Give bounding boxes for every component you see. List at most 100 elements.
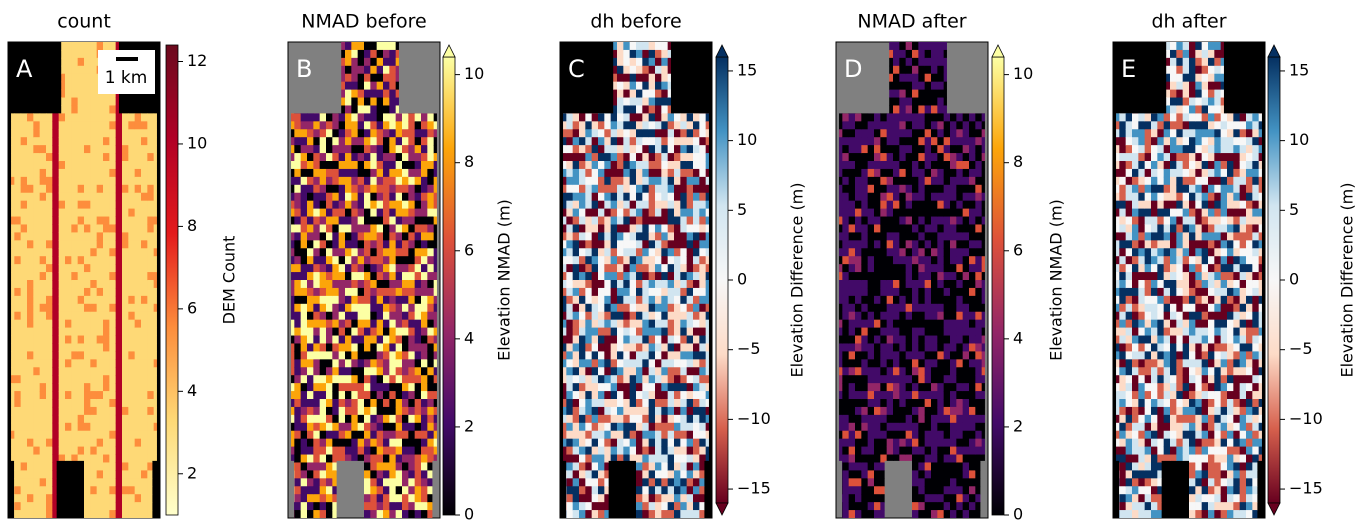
- map-pixel: [59, 129, 66, 137]
- map-pixel: [326, 391, 333, 399]
- map-pixel: [14, 351, 21, 359]
- map-pixel: [358, 328, 365, 336]
- map-pixel: [874, 312, 881, 320]
- map-pixel: [687, 462, 694, 470]
- map-pixel: [636, 42, 643, 50]
- map-pixel: [345, 42, 352, 50]
- map-pixel: [109, 296, 116, 304]
- map-pixel: [680, 137, 687, 145]
- map-pixel: [427, 248, 434, 256]
- map-pixel: [345, 423, 352, 431]
- map-pixel: [402, 351, 409, 359]
- map-pixel: [109, 113, 116, 121]
- map-pixel: [849, 486, 856, 494]
- map-pixel: [687, 431, 694, 439]
- map-pixel: [313, 209, 320, 217]
- map-pixel: [339, 232, 346, 240]
- map-pixel: [396, 502, 403, 510]
- map-pixel: [301, 407, 308, 415]
- map-pixel: [84, 359, 91, 367]
- map-pixel: [427, 399, 434, 407]
- map-pixel: [313, 328, 320, 336]
- map-pixel: [78, 137, 85, 145]
- map-pixel: [14, 177, 21, 185]
- map-pixel: [408, 486, 415, 494]
- map-pixel: [116, 177, 123, 185]
- map-pixel: [128, 470, 135, 478]
- map-pixel: [59, 209, 66, 217]
- map-pixel: [109, 510, 116, 518]
- map-pixel: [97, 407, 104, 415]
- map-pixel: [585, 177, 592, 185]
- map-pixel: [109, 169, 116, 177]
- map-pixel: [849, 423, 856, 431]
- map-pixel: [147, 399, 154, 407]
- map-pixel: [14, 336, 21, 344]
- map-pixel: [655, 502, 662, 510]
- map-pixel: [301, 415, 308, 423]
- map-pixel: [623, 185, 630, 193]
- map-pixel: [566, 328, 573, 336]
- map-pixel: [421, 470, 428, 478]
- map-pixel: [122, 399, 129, 407]
- map-pixel: [674, 383, 681, 391]
- map-pixel: [320, 137, 327, 145]
- map-pixel: [880, 320, 887, 328]
- map-pixel: [887, 161, 894, 169]
- colorbar-tick-label: 10: [737, 130, 757, 149]
- map-pixel: [345, 383, 352, 391]
- map-pixel: [408, 264, 415, 272]
- map-pixel: [579, 502, 586, 510]
- map-pixel: [579, 193, 586, 201]
- map-pixel: [402, 296, 409, 304]
- map-pixel: [680, 248, 687, 256]
- map-pixel: [566, 375, 573, 383]
- map-pixel: [52, 359, 59, 367]
- map-pixel: [84, 177, 91, 185]
- map-pixel: [90, 42, 97, 50]
- map-pixel: [585, 312, 592, 320]
- map-pixel: [109, 343, 116, 351]
- map-pixel: [566, 248, 573, 256]
- map-pixel: [661, 137, 668, 145]
- map-pixel: [141, 351, 148, 359]
- map-pixel: [52, 288, 59, 296]
- map-pixel: [893, 296, 900, 304]
- map-pixel: [573, 296, 580, 304]
- map-pixel: [135, 375, 142, 383]
- map-pixel: [78, 336, 85, 344]
- map-pixel: [370, 209, 377, 217]
- map-pixel: [687, 161, 694, 169]
- map-pixel: [21, 407, 28, 415]
- map-pixel: [345, 137, 352, 145]
- map-pixel: [128, 169, 135, 177]
- map-pixel: [377, 240, 384, 248]
- map-pixel: [52, 113, 59, 121]
- map-pixel: [887, 280, 894, 288]
- map-pixel: [842, 383, 849, 391]
- map-pixel: [345, 105, 352, 113]
- map-pixel: [617, 58, 624, 66]
- map-pixel: [377, 105, 384, 113]
- map-pixel: [874, 121, 881, 129]
- map-pixel: [14, 209, 21, 217]
- colorbar-tick-label: 12: [187, 51, 207, 70]
- map-pixel: [122, 193, 129, 201]
- map-pixel: [668, 256, 675, 264]
- map-pixel: [103, 121, 110, 129]
- map-pixel: [585, 209, 592, 217]
- map-pixel: [655, 264, 662, 272]
- map-pixel: [27, 375, 34, 383]
- map-pixel: [326, 510, 333, 518]
- map-pixel: [345, 58, 352, 66]
- map-pixel: [52, 312, 59, 320]
- map-pixel: [332, 336, 339, 344]
- map-pixel: [699, 423, 706, 431]
- map-pixel: [345, 399, 352, 407]
- map-pixel: [71, 153, 78, 161]
- map-pixel: [21, 185, 28, 193]
- map-pixel: [887, 224, 894, 232]
- map-pixel: [855, 264, 862, 272]
- map-pixel: [874, 502, 881, 510]
- map-pixel: [90, 407, 97, 415]
